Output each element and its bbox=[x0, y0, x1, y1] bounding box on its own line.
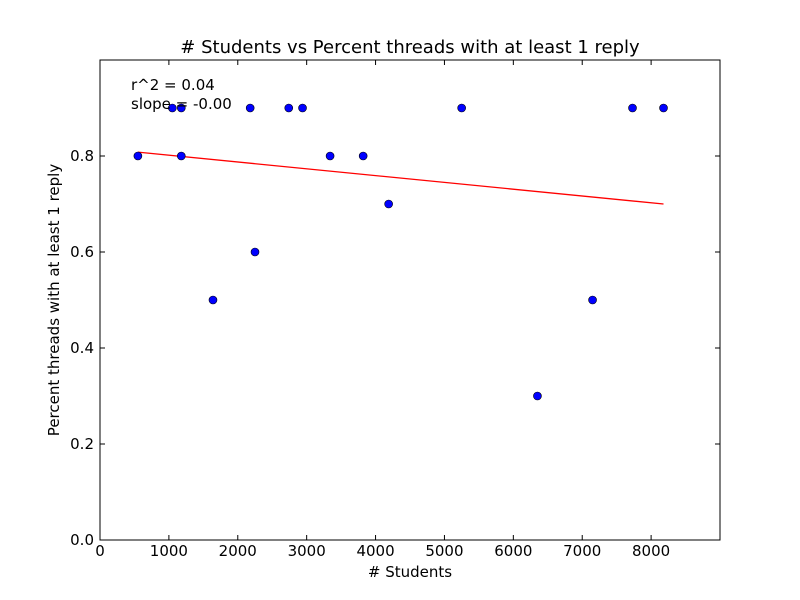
data-point bbox=[533, 391, 542, 401]
y-tick-label: 0.6 bbox=[70, 243, 94, 261]
regression-line bbox=[137, 151, 664, 205]
data-point bbox=[250, 247, 260, 257]
data-point bbox=[245, 103, 255, 113]
x-axis-ticks: 0 1000 2000 3000 4000 5000 6000 7000 8000 bbox=[95, 60, 670, 560]
data-points-layer bbox=[133, 103, 668, 401]
data-point bbox=[133, 151, 143, 161]
x-tick-label: 7000 bbox=[563, 542, 601, 560]
y-tick-label: 0.0 bbox=[70, 531, 94, 549]
y-axis-ticks: 0.0 0.2 0.4 0.6 0.8 bbox=[70, 147, 720, 549]
slope-annotation: slope = -0.00 bbox=[131, 95, 232, 113]
plot-frame bbox=[99, 59, 721, 541]
y-tick-label: 0.4 bbox=[70, 339, 94, 357]
data-point bbox=[628, 103, 637, 113]
data-point bbox=[358, 151, 368, 161]
data-point bbox=[176, 103, 186, 113]
x-tick-label: 0 bbox=[95, 542, 105, 560]
data-point bbox=[298, 103, 307, 113]
plot-area bbox=[100, 60, 720, 540]
data-point bbox=[457, 103, 466, 113]
data-point bbox=[208, 295, 218, 305]
x-tick-label: 1000 bbox=[150, 542, 188, 560]
data-point bbox=[325, 151, 335, 161]
data-point bbox=[384, 199, 393, 209]
data-point bbox=[168, 103, 177, 113]
data-point bbox=[284, 103, 294, 113]
data-point bbox=[659, 103, 668, 113]
r-squared-annotation: r^2 = 0.04 bbox=[131, 76, 215, 94]
y-tick-label: 0.2 bbox=[70, 435, 94, 453]
data-point bbox=[176, 151, 186, 161]
x-axis-label: # Students bbox=[368, 563, 452, 581]
x-tick-label: 4000 bbox=[356, 542, 394, 560]
x-tick-label: 5000 bbox=[425, 542, 463, 560]
y-tick-label: 0.8 bbox=[70, 147, 94, 165]
x-tick-label: 2000 bbox=[219, 542, 257, 560]
data-point bbox=[588, 295, 597, 305]
x-tick-label: 3000 bbox=[288, 542, 326, 560]
x-tick-label: 6000 bbox=[494, 542, 532, 560]
fit-line-layer bbox=[137, 151, 664, 205]
y-axis-label: Percent threads with at least 1 reply bbox=[45, 164, 63, 437]
chart-title: # Students vs Percent threads with at le… bbox=[180, 37, 640, 58]
x-tick-label: 8000 bbox=[632, 542, 670, 560]
